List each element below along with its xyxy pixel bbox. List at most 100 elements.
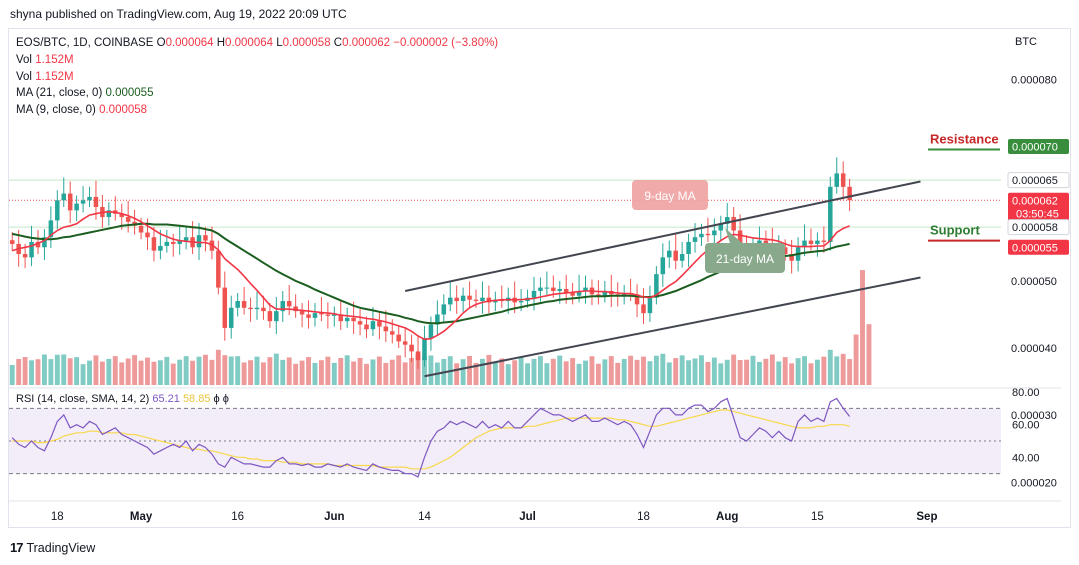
candle-body [441, 304, 447, 315]
volume-bar [537, 356, 543, 385]
rsi-extra-2: ϕ [222, 393, 229, 405]
candle-body [216, 250, 221, 288]
volume-bar [795, 358, 801, 385]
candle-body [87, 196, 92, 201]
candle-body [789, 254, 794, 261]
candle-body [531, 290, 537, 298]
legend-ma21-row[interactable]: MA (21, close, 0) 0.000055 [16, 85, 498, 102]
volume-bar [583, 360, 588, 385]
candle-body [222, 287, 228, 328]
candle-body [840, 173, 846, 187]
candle-body [106, 210, 112, 218]
candle-body [480, 297, 485, 302]
candle-body [660, 257, 666, 275]
legend-ohlc-row: EOS/BTC, 1D, COINBASE O0.000064 H0.00006… [16, 35, 498, 52]
volume-bar [209, 359, 215, 385]
candle-body [402, 341, 408, 345]
legend-ma9-row[interactable]: MA (9, close, 0) 0.000058 [16, 102, 498, 119]
volume-bar [99, 361, 105, 385]
ma9-callout-label: 9-day MA [644, 189, 695, 203]
candle-body [151, 237, 157, 251]
volume-bar [22, 357, 28, 385]
volume-bar [460, 359, 466, 385]
volume-bar [87, 360, 92, 385]
volume-bar [132, 355, 138, 385]
candle-body [705, 233, 711, 236]
candle-body [602, 290, 608, 296]
candle-body [370, 321, 376, 330]
candle-body [319, 313, 324, 315]
candle-body [332, 314, 337, 316]
volume-bar [48, 359, 54, 385]
price-tick-label: 0.000020 [1011, 477, 1057, 489]
x-tick-label: Aug [716, 511, 738, 523]
volume-bar [170, 363, 176, 385]
candle-body [718, 223, 724, 231]
volume-bar [467, 355, 473, 385]
candle-body [267, 311, 273, 322]
candle-body [274, 311, 279, 322]
ma21-callout: 21-day MA [705, 228, 785, 273]
candle-body [93, 196, 99, 207]
candle-body [692, 237, 698, 242]
volume-bar [93, 355, 99, 385]
volume-bar [402, 362, 408, 385]
volume-bar [769, 354, 775, 385]
legend-vol-row-2[interactable]: Vol 1.152M [16, 69, 498, 86]
volume-bar [29, 360, 34, 385]
channel-lower-line [424, 276, 921, 378]
candle-body [74, 203, 79, 211]
volume-bar [112, 356, 118, 385]
candle-body [570, 292, 575, 296]
candle-body [280, 301, 286, 312]
legend-vol-value-1: 1.152M [35, 53, 74, 66]
volume-bar [473, 362, 479, 385]
legend-low-label: L [276, 37, 283, 49]
volume-bar [370, 359, 376, 385]
volume-bar [615, 362, 621, 385]
candle-body [338, 314, 343, 322]
legend-vol-label-1: Vol [16, 53, 32, 66]
volume-bar [106, 358, 112, 385]
candle-body [802, 240, 807, 248]
volume-bar [293, 363, 299, 385]
volume-bar [331, 362, 337, 385]
volume-bar [492, 361, 498, 385]
volume-bar [299, 360, 305, 385]
volume-bar [486, 354, 492, 385]
x-tick-label: 18 [51, 511, 64, 523]
volume-bar [280, 359, 286, 385]
volume-bar [802, 356, 807, 385]
volume-bar [235, 356, 241, 385]
volume-bar [389, 359, 395, 385]
legend-close: 0.000062 [342, 37, 391, 49]
candle-body [293, 306, 298, 312]
chart-frame [8, 28, 1071, 528]
candle-body [808, 240, 814, 244]
candle-body [125, 217, 131, 222]
candle-body [576, 290, 582, 296]
footer-brand-text: TradingView [26, 540, 96, 555]
rsi-legend[interactable]: RSI (14, close, SMA, 14, 2) 65.21 58.85 … [16, 393, 229, 405]
legend-high-label: H [216, 37, 226, 49]
rsi-tick-label: 40.00 [1012, 452, 1040, 464]
price-badge [1007, 219, 1070, 236]
candle-body [203, 235, 208, 241]
candle-body [447, 297, 453, 305]
legend-vol-row-1[interactable]: Vol 1.152M [16, 52, 498, 69]
candle-body [9, 240, 15, 244]
volume-bar [344, 355, 350, 385]
published-header: shyna published on TradingView.com, Aug … [10, 7, 347, 21]
candle-body [22, 254, 28, 258]
price-tick-label: 0.000030 [1011, 410, 1057, 422]
ma21-callout-label: 21-day MA [716, 252, 774, 266]
ma9-callout-box [632, 180, 708, 210]
channel-upper-line [404, 180, 921, 292]
volume-bar [621, 358, 627, 385]
volume-bar [512, 360, 518, 385]
legend-symbol[interactable]: EOS/BTC, 1D, COINBASE [16, 37, 154, 49]
volume-bar [860, 270, 865, 385]
footer-brand[interactable]: 17 TradingView [10, 540, 95, 555]
candle-body [467, 295, 472, 300]
